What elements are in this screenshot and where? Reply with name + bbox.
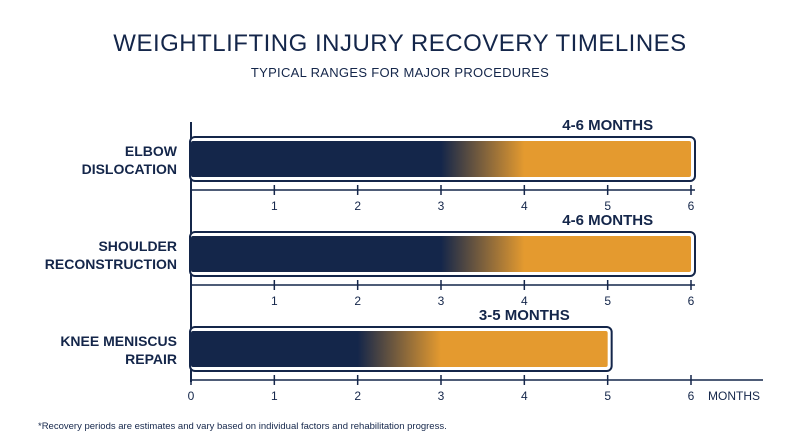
tick-label: 6 bbox=[688, 199, 695, 213]
category-label: RECONSTRUCTION bbox=[45, 256, 177, 272]
tick-label: 2 bbox=[354, 294, 361, 308]
bar-chart: 4-6 MONTHS ELBOW DISLOCATION 1 2 3 4 5 6 4-6 MONT… bbox=[45, 117, 763, 403]
tick-label: 6 bbox=[688, 294, 695, 308]
bar bbox=[191, 141, 691, 177]
tick-label: 4 bbox=[521, 389, 528, 403]
tick-label: 6 bbox=[688, 389, 695, 403]
footnote: *Recovery periods are estimates and vary… bbox=[38, 421, 447, 432]
tick-label: 5 bbox=[604, 389, 611, 403]
category-label: SHOULDER bbox=[98, 238, 177, 254]
tick-label: 2 bbox=[354, 199, 361, 213]
tick-label: 2 bbox=[354, 389, 361, 403]
range-label: 4-6 MONTHS bbox=[562, 212, 653, 229]
tick-label: 4 bbox=[521, 199, 528, 213]
chart-title: WEIGHTLIFTING INJURY RECOVERY TIMELINES bbox=[113, 30, 687, 57]
tick-label: 1 bbox=[271, 389, 278, 403]
range-label: 4-6 MONTHS bbox=[562, 117, 653, 134]
category-label: REPAIR bbox=[125, 351, 177, 367]
bar bbox=[191, 236, 691, 272]
range-label: 3-5 MONTHS bbox=[479, 307, 570, 324]
tick-label: 3 bbox=[438, 389, 445, 403]
category-label: KNEE MENISCUS bbox=[60, 333, 177, 349]
chart-subtitle: TYPICAL RANGES FOR MAJOR PROCEDURES bbox=[250, 65, 550, 80]
tick-label: 4 bbox=[521, 294, 528, 308]
tick-label: 1 bbox=[271, 199, 278, 213]
tick-label: 5 bbox=[604, 294, 611, 308]
x-axis-unit-label: MONTHS bbox=[708, 389, 760, 403]
tick-label: 5 bbox=[604, 199, 611, 213]
category-label: DISLOCATION bbox=[82, 161, 177, 177]
tick-label: 3 bbox=[438, 294, 445, 308]
tick-label: 1 bbox=[271, 294, 278, 308]
tick-label: 0 bbox=[188, 389, 195, 403]
bar bbox=[191, 331, 608, 367]
category-label: ELBOW bbox=[125, 143, 178, 159]
tick-label: 3 bbox=[438, 199, 445, 213]
